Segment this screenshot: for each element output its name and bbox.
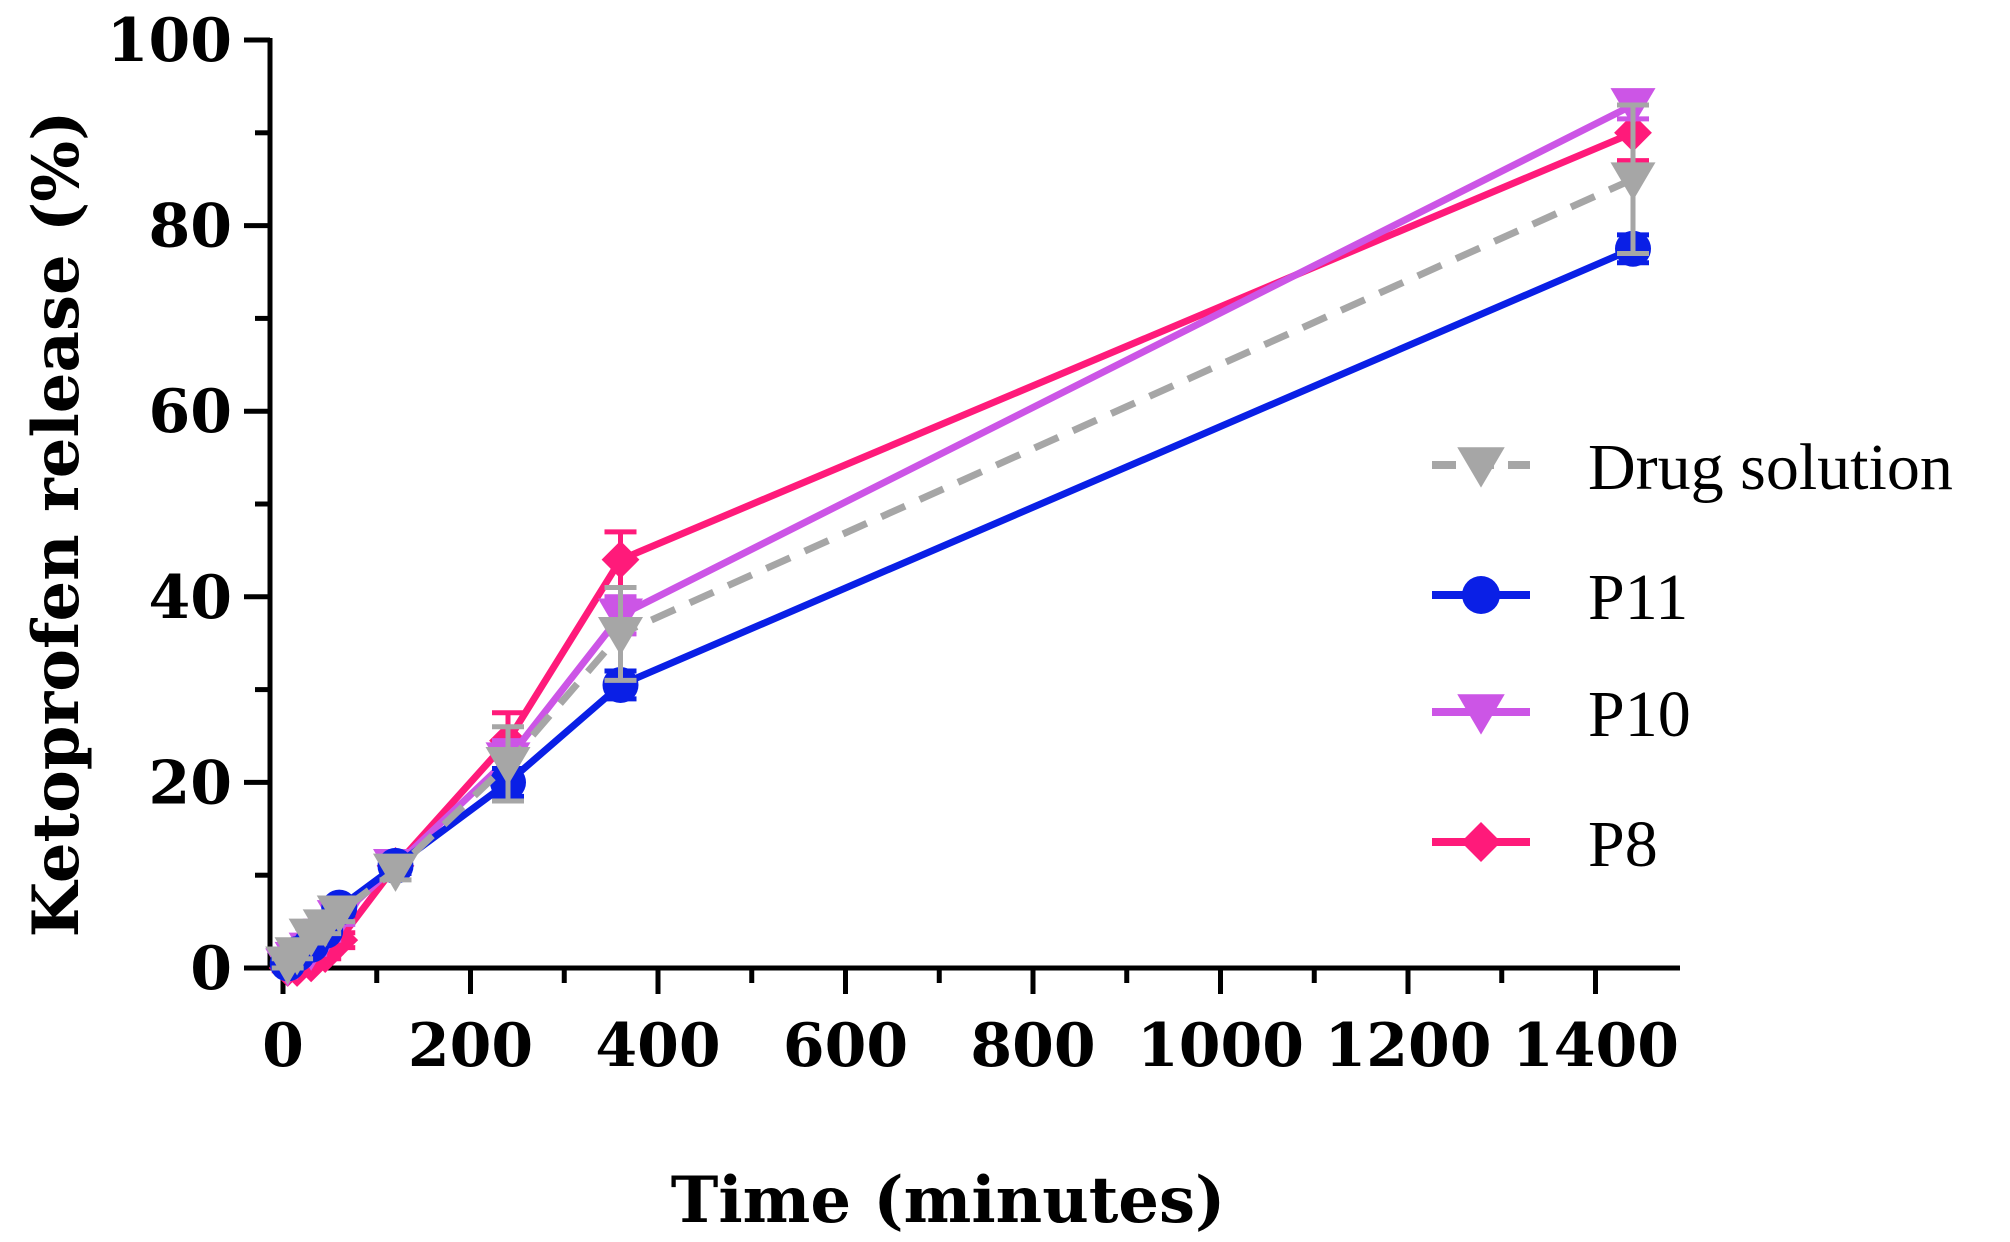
legend-label: P11: [1588, 561, 1688, 634]
legend-label: P10: [1588, 678, 1691, 751]
series-line: [285, 245, 1635, 966]
data-point: [373, 853, 418, 892]
series-drug-solution: [265, 102, 1656, 985]
legend-marker: [1457, 694, 1505, 735]
x-tick-label: 400: [595, 1011, 720, 1081]
legend-item: P10: [1432, 678, 1691, 751]
x-tick-label: 200: [408, 1011, 533, 1081]
y-tick-label: 20: [149, 748, 233, 818]
legend-marker: [1457, 447, 1505, 488]
x-tick-label: 1400: [1512, 1011, 1679, 1081]
y-axis-title: Ketoprofen release (%): [19, 111, 94, 938]
legend-item: P8: [1432, 808, 1658, 881]
legend: Drug solution P11 P10 P8: [1432, 431, 1953, 881]
y-tick-label: 40: [149, 563, 233, 633]
y-tick-label: 80: [149, 192, 233, 262]
x-tick-label: 0: [262, 1011, 304, 1081]
series-line: [287, 129, 1635, 972]
legend-marker: [1461, 822, 1501, 862]
data-point: [316, 895, 362, 934]
series-p8: [268, 102, 1652, 987]
y-tick-label: 100: [107, 6, 232, 76]
data-point: [485, 746, 531, 786]
legend-marker: [1462, 576, 1500, 614]
legend-label: Drug solution: [1588, 431, 1953, 504]
data-point: [1610, 162, 1656, 201]
data-point: [602, 666, 639, 703]
y-tick-label: 60: [149, 377, 233, 447]
x-tick-label: 1200: [1325, 1011, 1492, 1081]
series-layer: [265, 88, 1656, 987]
legend-label: P8: [1588, 808, 1658, 881]
x-tick-label: 1000: [1137, 1011, 1304, 1081]
legend-item: Drug solution: [1432, 431, 1953, 504]
x-tick-label: 600: [783, 1011, 908, 1081]
data-point: [598, 617, 643, 656]
x-tick-label: 800: [970, 1011, 1095, 1081]
data-point: [601, 540, 640, 579]
series-line: [285, 176, 1635, 966]
legend-item: P11: [1432, 561, 1688, 634]
series-p11: [269, 230, 1651, 982]
x-axis-title: Time (minutes): [671, 1163, 1226, 1238]
y-tick-label: 0: [190, 934, 232, 1004]
